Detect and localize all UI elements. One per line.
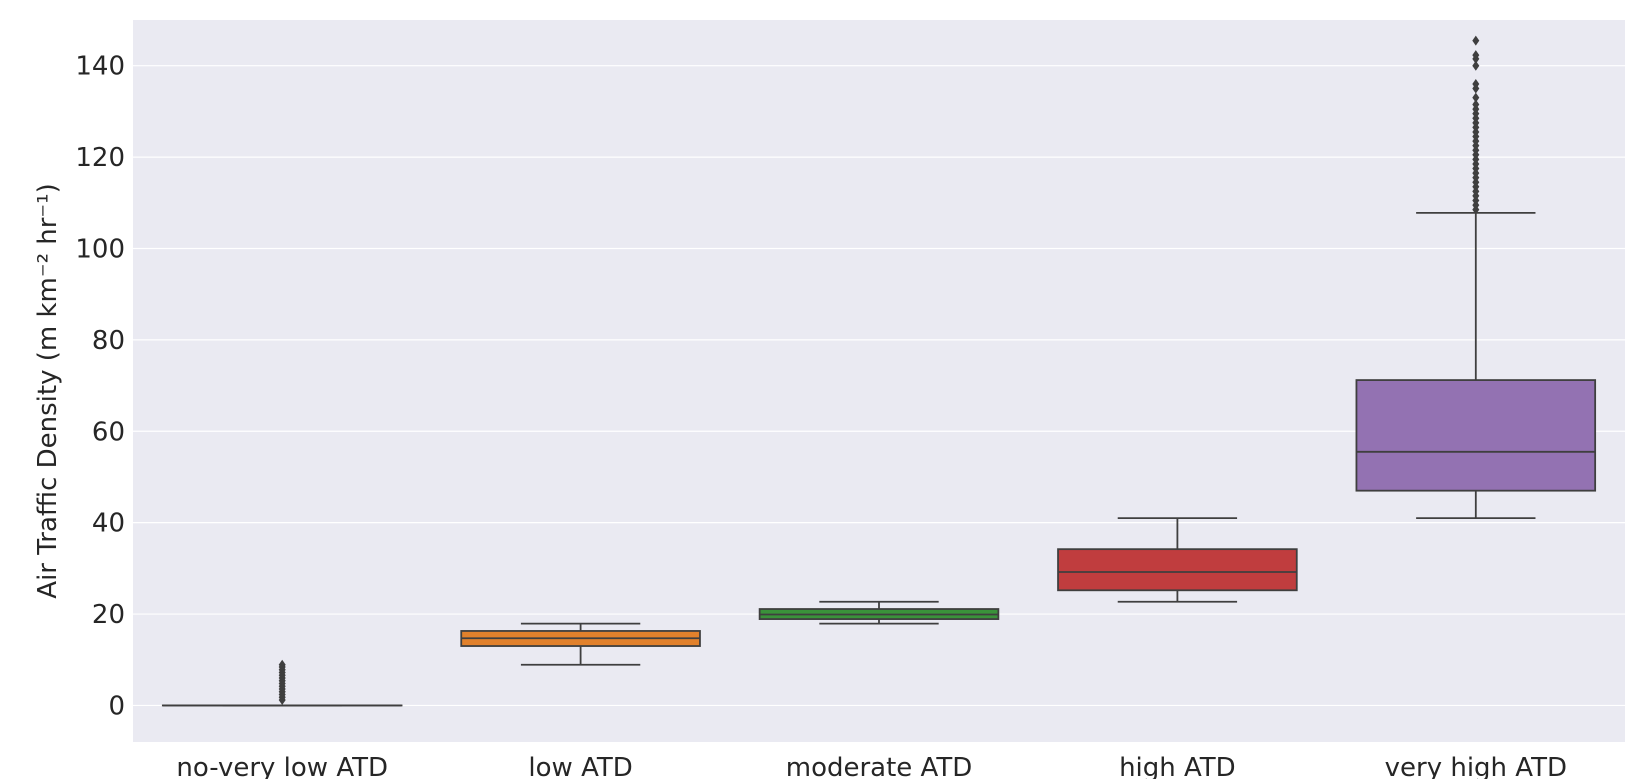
x-tick-label: very high ATD (1385, 753, 1567, 779)
x-axis-ticks: no-very low ATD low ATD moderate ATD high A… (176, 753, 1567, 779)
box (1057, 548, 1298, 592)
outlier-point (1472, 92, 1480, 103)
y-tick-label: 80 (92, 326, 125, 356)
outlier-point (1472, 35, 1480, 46)
box-group (758, 600, 1000, 625)
y-tick-label: 140 (75, 52, 125, 82)
y-axis-ticks: 0 20 40 60 80 100 120 140 (75, 52, 125, 722)
y-axis-label: Air Traffic Density (m km⁻² hr⁻¹) (33, 183, 63, 598)
box-group (1057, 517, 1298, 603)
y-tick-label: 40 (92, 509, 125, 539)
x-tick-label: no-very low ATD (176, 753, 388, 779)
y-tick-label: 60 (92, 417, 125, 447)
box-group (460, 622, 701, 666)
outlier-point (278, 659, 286, 670)
box-group (161, 659, 403, 707)
boxes (161, 35, 1597, 707)
x-tick-label: moderate ATD (786, 753, 972, 779)
box-group (1355, 35, 1597, 519)
y-tick-label: 100 (75, 234, 125, 264)
x-tick-label: high ATD (1119, 753, 1236, 779)
y-tick-label: 0 (108, 691, 125, 721)
outlier-point (1472, 99, 1480, 110)
x-tick-label: low ATD (528, 753, 632, 779)
outlier-point (1472, 50, 1480, 61)
y-tick-label: 20 (92, 600, 125, 630)
box (1355, 379, 1597, 492)
y-tick-label: 120 (75, 143, 125, 173)
outlier-point (1472, 60, 1480, 71)
outlier-point (1472, 78, 1480, 89)
